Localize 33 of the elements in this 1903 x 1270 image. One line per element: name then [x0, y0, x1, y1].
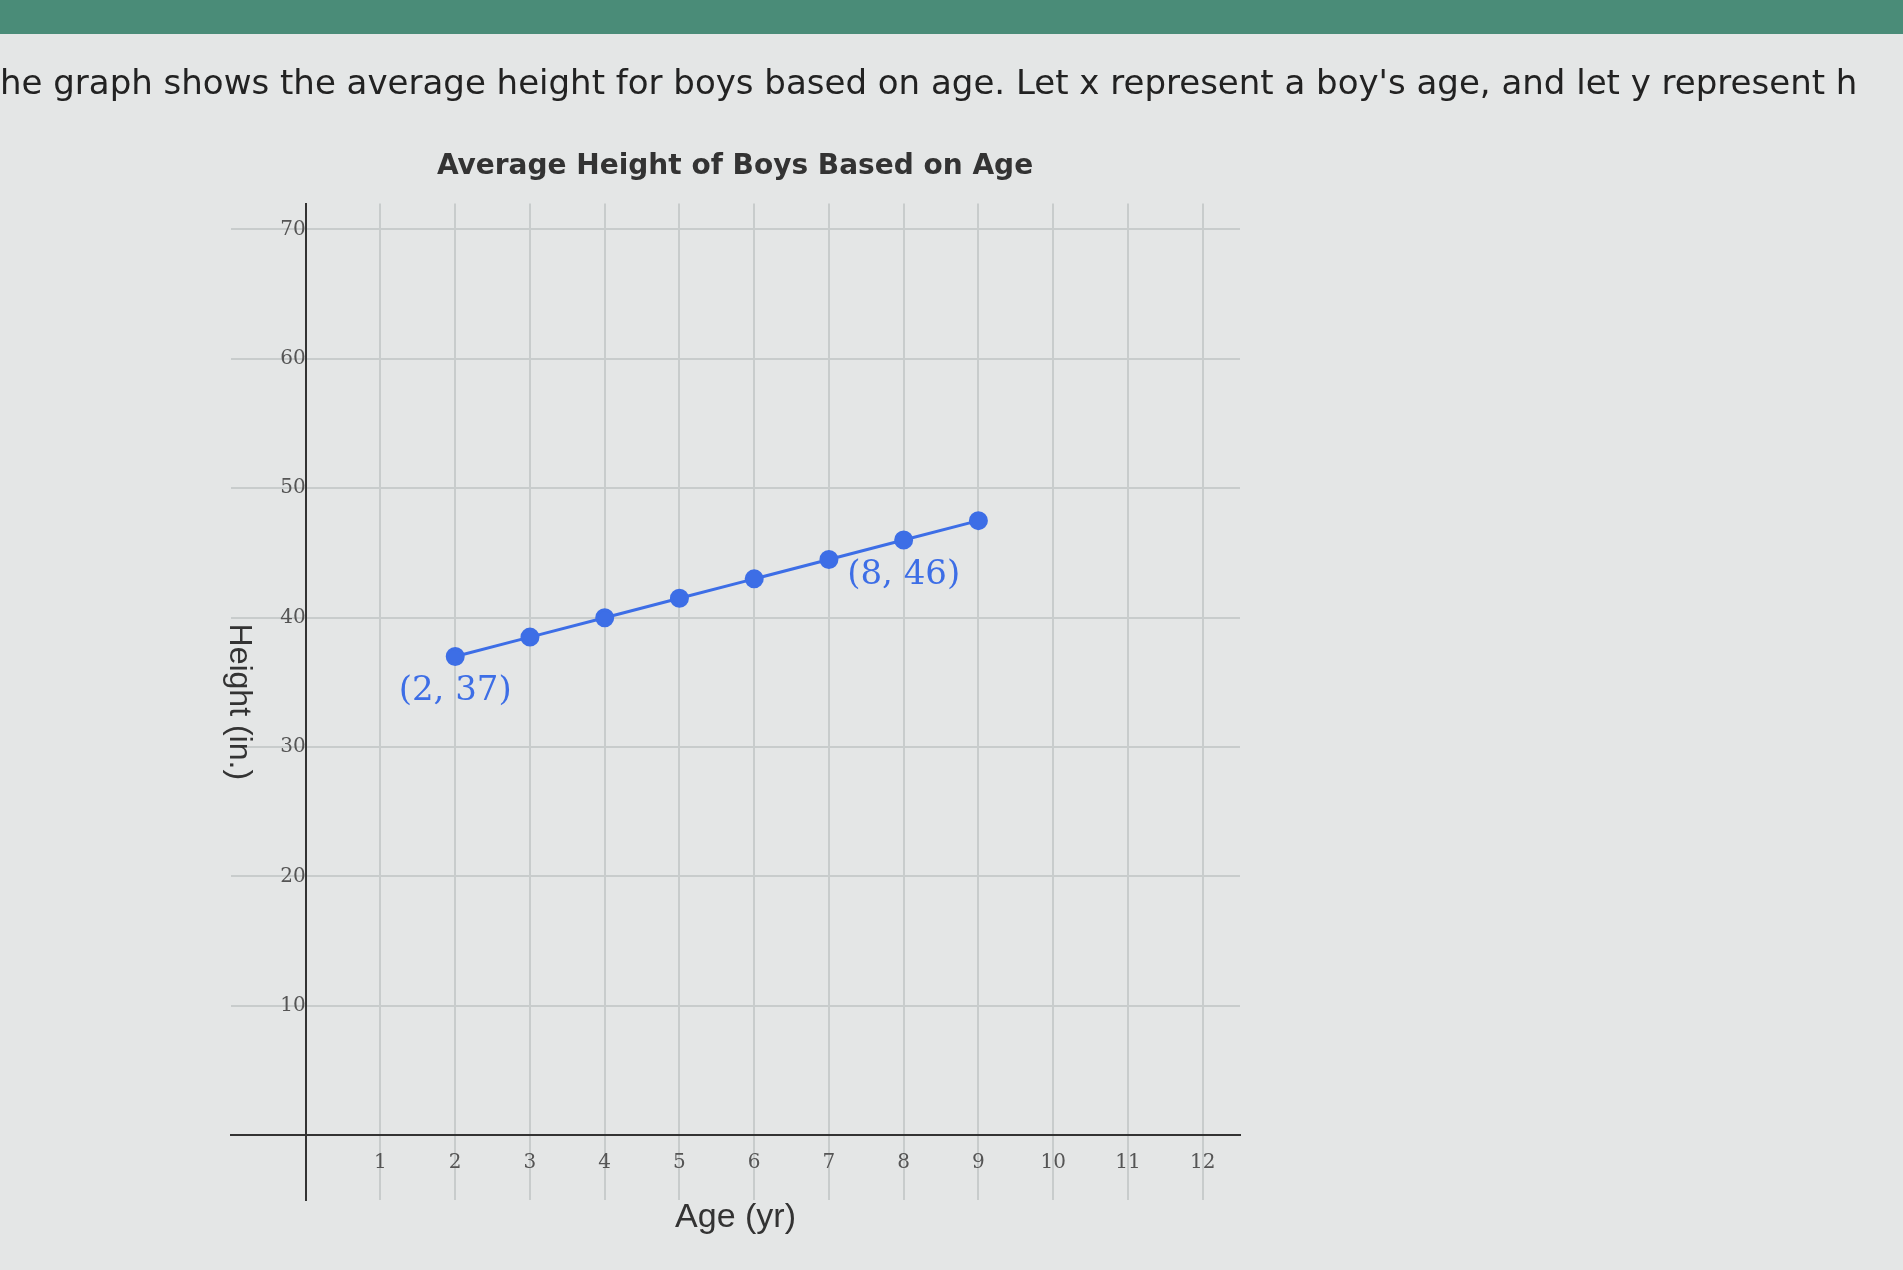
- point: [744, 569, 764, 589]
- x-tick-label: 1: [374, 1148, 387, 1173]
- point: [595, 608, 615, 628]
- x-tick-label: 5: [673, 1148, 686, 1173]
- y-tick-label: 50: [280, 474, 306, 499]
- point: [669, 588, 689, 608]
- x-tick-label: 9: [972, 1148, 985, 1173]
- x-axis-title: Age (yr): [675, 1196, 796, 1235]
- x-tick-label: 2: [448, 1148, 462, 1173]
- y-tick-label: 10: [280, 992, 306, 1017]
- point: [968, 511, 988, 531]
- point: [894, 530, 914, 550]
- x-tick-label: 6: [747, 1148, 761, 1173]
- y-tick-label: 20: [280, 862, 306, 887]
- y-axis-title: Height (in.): [223, 623, 260, 781]
- chart-title: Average Height of Boys Based on Age: [436, 148, 1034, 182]
- text: he graph shows the average height for boys based on age. Let x represent a boy's age, and let y represent h: [0, 62, 1859, 102]
- x-tick-label: 12: [1189, 1148, 1216, 1173]
- annotation: (8, 46): [847, 551, 961, 592]
- x-tick-label: 10: [1040, 1148, 1066, 1173]
- y-tick-label: 70: [280, 215, 306, 240]
- y-tick-label: 60: [280, 345, 306, 370]
- annotation: (2, 37): [398, 668, 512, 709]
- y-tick-label: 30: [280, 733, 306, 758]
- x-tick-label: 11: [1115, 1148, 1141, 1173]
- point: [520, 627, 540, 647]
- point: [445, 647, 465, 667]
- x-tick-label: 3: [523, 1148, 537, 1173]
- point: [819, 549, 839, 569]
- x-tick-label: 4: [598, 1148, 612, 1173]
- y-tick-label: 40: [280, 603, 306, 628]
- x-tick-label: 8: [897, 1148, 911, 1173]
- x-tick-label: 7: [822, 1148, 836, 1173]
